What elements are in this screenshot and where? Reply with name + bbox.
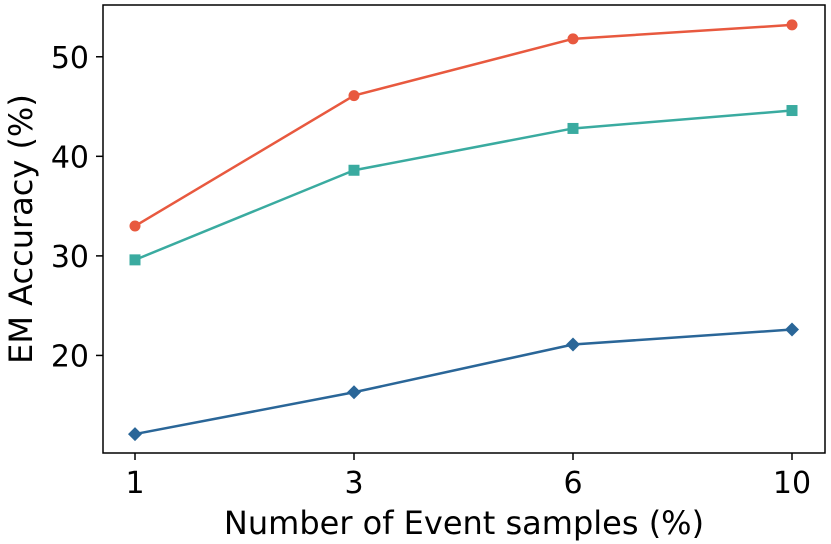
x-axis-label: Number of Event samples (%) <box>224 504 704 542</box>
x-tick-label: 10 <box>773 466 811 501</box>
series-1 <box>129 19 798 232</box>
data-point <box>128 427 142 442</box>
data-point <box>348 90 360 102</box>
data-point <box>786 105 798 117</box>
series-line <box>134 23 793 228</box>
data-point <box>129 254 141 266</box>
y-tick-label: 50 <box>51 41 89 76</box>
data-point <box>786 19 798 31</box>
data-point <box>567 122 579 134</box>
plot-frame <box>102 4 826 454</box>
data-point <box>566 337 580 352</box>
data-point <box>347 385 361 400</box>
data-point <box>129 220 141 232</box>
x-tick-label: 1 <box>125 466 144 501</box>
series-3 <box>128 322 799 442</box>
data-point <box>567 33 579 45</box>
y-tick-label: 40 <box>51 140 89 175</box>
y-axis-label: EM Accuracy (%) <box>2 94 40 364</box>
series-2 <box>129 105 798 266</box>
y-tick-label: 20 <box>51 339 89 374</box>
data-point <box>785 322 799 337</box>
y-tick-label: 30 <box>51 240 89 275</box>
x-axis: 1 3 6 10 <box>125 453 811 501</box>
series-layer <box>128 19 799 442</box>
x-tick-label: 6 <box>563 466 582 501</box>
series-line <box>134 109 793 262</box>
data-point <box>348 164 360 176</box>
y-axis: 20 30 40 50 <box>51 41 103 374</box>
x-tick-label: 3 <box>344 466 363 501</box>
series-line <box>134 328 793 436</box>
